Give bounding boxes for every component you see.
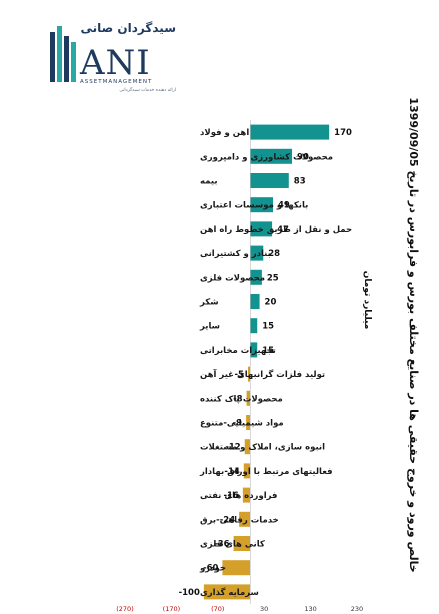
brand-name-latin: ANI: [79, 43, 151, 83]
bar: [233, 535, 251, 552]
value-label: -9: [233, 419, 243, 429]
category-label: فعالیتهای مرتبط با اوراق بهادار: [199, 467, 333, 477]
brand-logo: سیدگردان صانی ANI ASSETMANAGEMENT ارائه …: [50, 21, 176, 93]
x-tick-label: (270): [116, 605, 133, 613]
value-label: 90: [297, 152, 309, 162]
value-label: 20: [265, 298, 277, 308]
value-label: -12: [225, 443, 240, 453]
x-tick-label: (70): [211, 605, 224, 613]
bar: [250, 197, 274, 213]
category-label: خودرو: [199, 564, 226, 574]
category-label: انبوه سازی، املاک و مستغلات: [200, 443, 325, 453]
x-tick-label: 230: [351, 605, 363, 613]
bar: [250, 269, 262, 285]
brand-name-fa: سیدگردان صانی: [80, 21, 176, 35]
category-label: بیمه: [200, 177, 218, 187]
category-label: شکر: [199, 298, 219, 308]
bar: [250, 148, 293, 164]
logo-building-icon: [50, 26, 76, 82]
category-label: محصولات پاک کننده: [200, 394, 283, 404]
value-label: 49: [278, 201, 290, 211]
category-label: محصولات کشاورزی و دامپروری: [200, 152, 333, 162]
category-label: کانی های فلزی: [200, 540, 265, 550]
bar: [246, 414, 251, 431]
category-label: تولید فلزات گرانبهای غیر آهن: [200, 368, 325, 380]
bar: [247, 366, 251, 382]
category-label: محصولات فلزی: [200, 273, 265, 283]
bar: [242, 487, 251, 503]
value-labels-group: 170 90 83 49 47 28 25 20 15 15 -5 -8 -9 -12 -14 -16 -24 -…: [179, 128, 352, 598]
value-label: -100: [179, 588, 200, 598]
value-label: 15: [262, 322, 274, 332]
bar: [250, 318, 258, 334]
bar: [222, 560, 251, 576]
x-tick-label: 130: [304, 605, 316, 613]
category-label: تجهیزات مخابراتی: [200, 346, 276, 356]
bar: [250, 124, 330, 140]
value-label: 83: [294, 177, 306, 187]
category-label: بنادر و کشتیرانی: [200, 249, 271, 259]
value-label: -5: [235, 370, 245, 380]
bar: [243, 463, 251, 479]
value-label: -8: [233, 394, 243, 404]
category-label: بانکها و موسسات اعتباری: [200, 201, 308, 211]
category-labels-group: اهن و فولاد محصولات کشاورزی و دامپروری بیم…: [199, 128, 352, 598]
bar: [250, 293, 260, 310]
value-label: -60: [203, 564, 218, 574]
bar: [250, 172, 289, 189]
bars-group: [203, 120, 330, 604]
bar: [250, 245, 264, 261]
x-tick-label: (170): [163, 605, 180, 613]
category-label: خدمات رفاهی-برق: [200, 515, 279, 525]
value-label: -24: [220, 515, 235, 525]
brand-subtitle: ASSETMANAGEMENT: [80, 79, 152, 85]
bar: [250, 221, 273, 237]
category-label: مواد شیمیایی-متنوع: [200, 419, 284, 429]
unit-label: میلیارد تومان: [362, 271, 372, 330]
x-axis-ticks-group: (270) (170) (70) 30 130 230: [116, 605, 363, 613]
value-label: -14: [224, 467, 239, 477]
value-label: 170: [334, 128, 352, 138]
category-label: حمل و نقل از طریق خطوط راه اهن: [200, 225, 352, 235]
value-label: -36: [214, 540, 229, 550]
value-label: -16: [223, 491, 238, 501]
value-label: 47: [277, 225, 289, 235]
bar: [203, 584, 251, 600]
brand-tagline: ارائه دهنده خدمات سبدگردانی: [119, 86, 176, 93]
bar: [250, 342, 258, 358]
value-label: 25: [267, 273, 279, 283]
bar: [246, 390, 251, 406]
bar: [239, 511, 251, 527]
category-label: سایر: [199, 322, 220, 332]
x-tick-label: 30: [260, 605, 268, 613]
category-label: سرمایه گذاری: [200, 587, 259, 598]
category-label: اهن و فولاد: [200, 128, 249, 138]
value-label: 28: [268, 249, 280, 259]
bar: [244, 439, 251, 455]
category-label: فراورده های نفتی: [200, 491, 278, 501]
value-label: 15: [262, 346, 274, 356]
chart-title: خالص ورود و خروج حقیقی ها در صنایع مختلف…: [406, 97, 420, 572]
